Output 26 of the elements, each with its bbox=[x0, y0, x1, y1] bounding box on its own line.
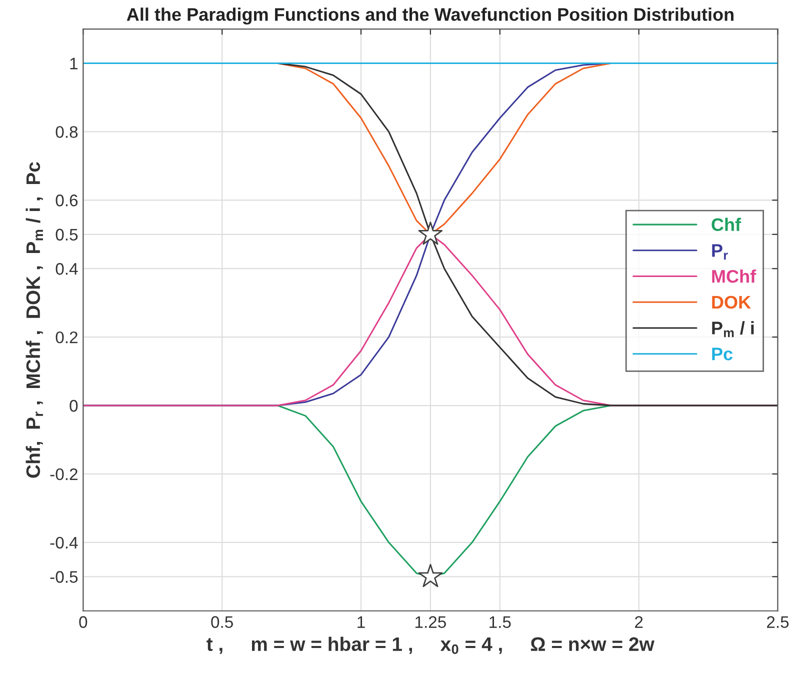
y-tick-label: 0.2 bbox=[56, 331, 78, 344]
y-tick-label: 0.8 bbox=[56, 126, 78, 138]
legend-label: Chf bbox=[712, 218, 742, 232]
y-axis-title: Chf, P$_{r}$ , MChf , DOK , P$_{m}$ / i , Pc bbox=[26, 162, 43, 478]
x-tick-label: 0.5 bbox=[211, 616, 233, 628]
x-tick-label: 1.25 bbox=[416, 616, 446, 628]
legend-label: P$_{r}$ bbox=[712, 244, 728, 260]
y-tick-label: -0.2 bbox=[50, 468, 78, 480]
x-axis-title: t , m = w = hbar = 1 , x$_{0}$ = 4 , Ω = n×w = 2w bbox=[206, 636, 654, 654]
x-tick-label: 2.5 bbox=[767, 616, 789, 628]
legend-label: MChf bbox=[712, 270, 756, 283]
x-tick-label: 1.5 bbox=[490, 616, 511, 628]
legend-label: DOK bbox=[712, 296, 751, 309]
legend-label: Pc bbox=[712, 348, 733, 360]
x-tick-label: 2 bbox=[635, 616, 643, 628]
y-tick-label: 0.4 bbox=[56, 263, 78, 275]
y-tick-label: 0 bbox=[70, 400, 78, 412]
y-tick-label: 0.6 bbox=[56, 194, 78, 206]
x-tick-label: 0 bbox=[79, 616, 88, 628]
x-tick-label: 1 bbox=[358, 616, 365, 628]
legend-label: P$_{m}$ / i bbox=[712, 321, 754, 338]
y-tick-label: -0.4 bbox=[50, 536, 78, 549]
y-tick-label: 0.5 bbox=[56, 228, 78, 241]
y-tick-label: -0.5 bbox=[50, 571, 78, 583]
chart-title: All the Paradigm Functions and the Wavefunction Position Distribution bbox=[126, 8, 734, 25]
y-tick-label: 1 bbox=[70, 58, 78, 70]
